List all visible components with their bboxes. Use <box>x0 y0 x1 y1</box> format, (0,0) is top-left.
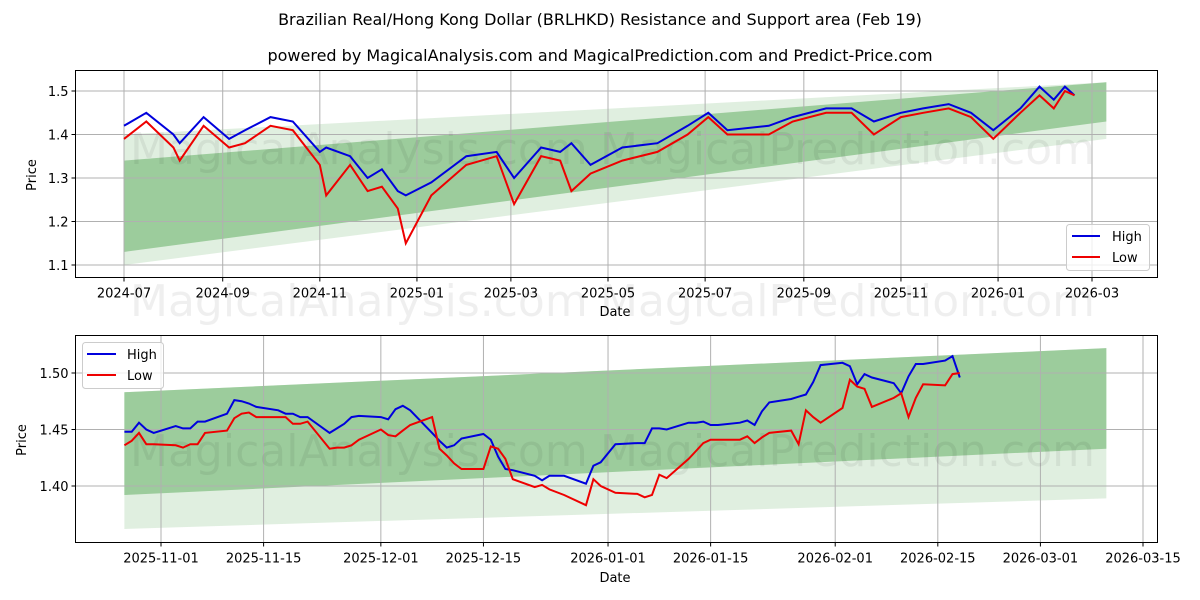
y-tick-label: 1.45 <box>40 424 69 439</box>
top-support-resistance-bands <box>124 82 1107 265</box>
watermark-analysis-bottom: MagicalAnalysis.com <box>130 426 588 477</box>
chart-title: Brazilian Real/Hong Kong Dollar (BRLHKD)… <box>278 10 922 29</box>
top-low-line <box>123 89 1075 247</box>
top-x-axis-label: Date <box>599 305 630 320</box>
x-tick-label: 2025-05 <box>581 287 635 302</box>
x-tick-label: 2024-11 <box>293 287 347 302</box>
x-tick-label: 2026-03-01 <box>1003 552 1079 567</box>
bottom-low-line <box>123 372 960 507</box>
top-chart: MagicalAnalysis.com MagicalPrediction.co… <box>25 70 1158 327</box>
x-tick-label: 2025-11-15 <box>226 552 302 567</box>
chart-subtitle: powered by MagicalAnalysis.com and Magic… <box>267 46 933 65</box>
watermark-analysis-mid: MagicalAnalysis.com <box>130 276 588 327</box>
x-tick-label: 2025-11-01 <box>123 552 199 567</box>
top-axes-frame <box>75 70 1158 278</box>
watermark-prediction-bottom: MagicalPrediction.com <box>600 426 1095 477</box>
x-tick-label: 2026-02-15 <box>900 552 976 567</box>
top-legend: High Low <box>1066 224 1150 271</box>
y-tick-label: 1.4 <box>48 129 69 144</box>
legend-low-label: Low <box>127 369 153 384</box>
x-tick-label: 2026-01-15 <box>673 552 749 567</box>
x-tick-label: 2025-12-01 <box>343 552 419 567</box>
bottom-x-axis-label: Date <box>599 571 630 586</box>
x-tick-label: 2025-09 <box>777 287 831 302</box>
x-tick-label: 2026-01-01 <box>570 552 646 567</box>
bottom-chart: MagicalAnalysis.com MagicalPrediction.co… <box>15 335 1181 586</box>
x-tick-label: 2024-09 <box>196 287 250 302</box>
band-resistance-support-inner <box>124 82 1107 252</box>
top-y-axis-label: Price <box>25 159 40 191</box>
bottom-support-resistance-bands <box>124 348 1107 529</box>
legend-high-label: High <box>1112 230 1142 245</box>
x-tick-label: 2025-11 <box>874 287 928 302</box>
y-tick-label: 1.2 <box>48 216 69 231</box>
x-tick-label: 2025-01 <box>390 287 444 302</box>
bottom-y-axis-label: Price <box>15 424 30 456</box>
watermark-prediction-top: MagicalPrediction.com <box>600 124 1095 175</box>
y-tick-label: 1.3 <box>48 172 69 187</box>
x-tick-label: 2025-03 <box>484 287 538 302</box>
x-tick-label: 2024-07 <box>97 287 151 302</box>
x-tick-label: 2026-02-01 <box>797 552 873 567</box>
y-tick-label: 1.40 <box>40 480 69 495</box>
top-high-line <box>123 85 1076 197</box>
bottom-axes-frame <box>75 335 1158 543</box>
x-tick-label: 2025-12-15 <box>446 552 522 567</box>
watermark-prediction-mid: MagicalPrediction.com <box>600 276 1095 327</box>
x-tick-label: 2026-03 <box>1065 287 1119 302</box>
y-tick-label: 1.1 <box>48 259 69 274</box>
legend-high-label: High <box>127 348 157 363</box>
top-axis-ticks: 2024-07 2024-09 2024-11 2025-01 2025-03 2025-… <box>48 85 1119 302</box>
y-tick-label: 1.5 <box>48 85 69 100</box>
legend-low-label: Low <box>1112 251 1138 266</box>
bottom-grid <box>75 335 1158 543</box>
x-tick-label: 2026-01 <box>971 287 1025 302</box>
x-tick-label: 2025-07 <box>678 287 732 302</box>
y-tick-label: 1.50 <box>40 367 69 382</box>
x-tick-label: 2026-03-15 <box>1105 552 1181 567</box>
band-resistance-support-inner <box>124 348 1107 496</box>
bottom-high-line <box>124 354 961 485</box>
bottom-legend: High Low <box>82 342 164 389</box>
bottom-axis-ticks: 2025-11-01 2025-11-15 2025-12-01 2025-12-15… <box>40 367 1181 567</box>
